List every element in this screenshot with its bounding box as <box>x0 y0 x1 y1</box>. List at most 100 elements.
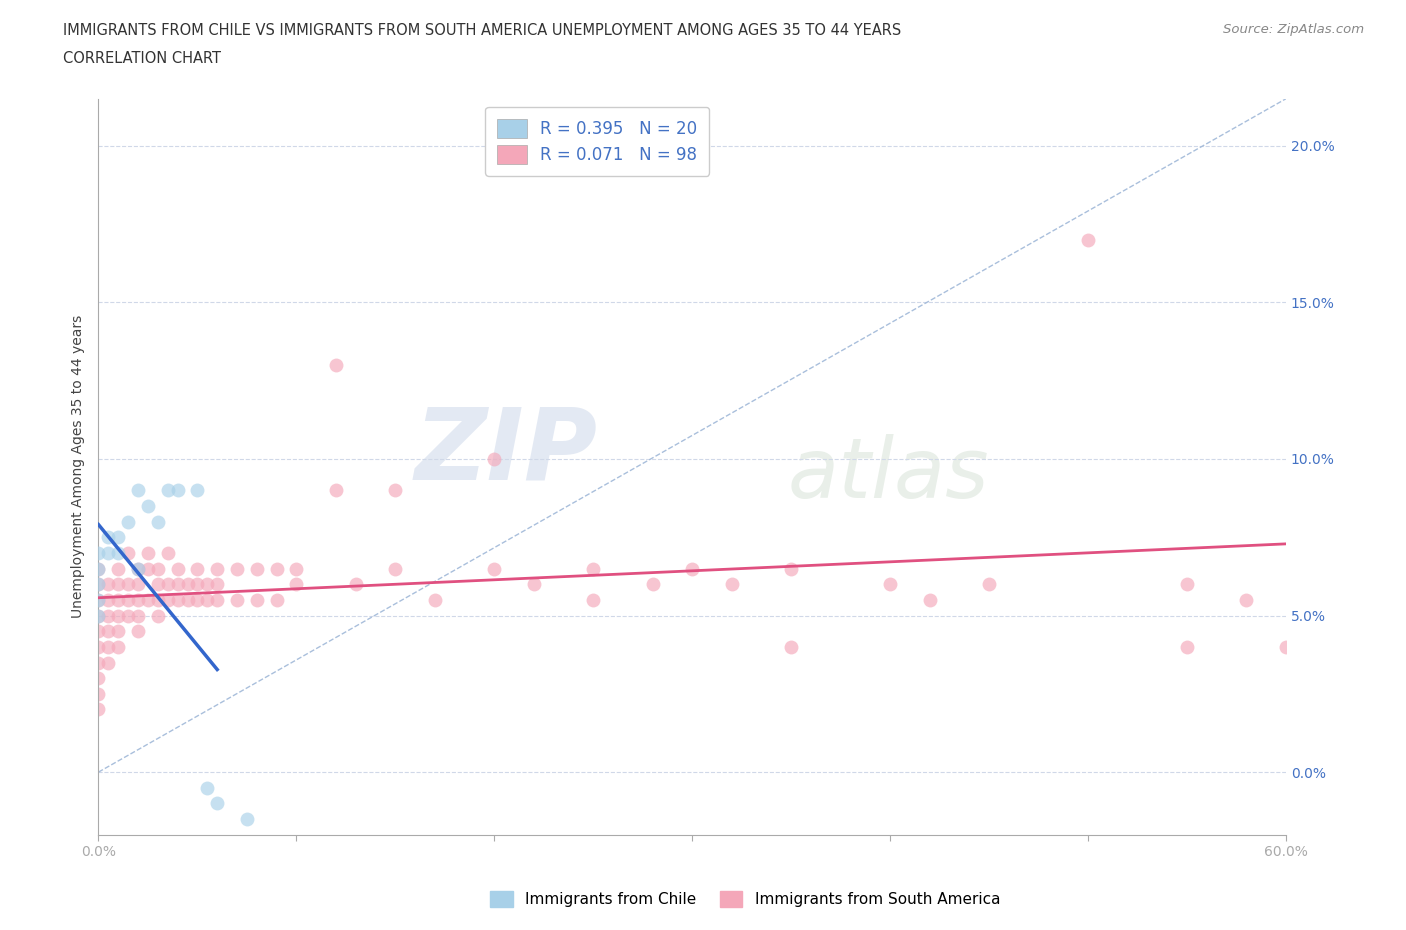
Point <box>136 592 159 607</box>
Point <box>97 592 120 607</box>
Point <box>87 592 110 607</box>
Point <box>918 592 941 607</box>
Point <box>97 640 120 655</box>
Point <box>205 796 228 811</box>
Point <box>523 577 546 591</box>
Point <box>136 561 159 576</box>
Point <box>186 592 208 607</box>
Text: atlas: atlas <box>787 433 988 514</box>
Point <box>87 655 110 670</box>
Point <box>87 671 110 685</box>
Point <box>107 640 129 655</box>
Point <box>107 608 129 623</box>
Point <box>97 655 120 670</box>
Point <box>246 592 269 607</box>
Point <box>176 592 198 607</box>
Point <box>87 624 110 639</box>
Point <box>87 561 110 576</box>
Point <box>205 577 228 591</box>
Point <box>285 577 308 591</box>
Point <box>87 608 110 623</box>
Point <box>325 483 347 498</box>
Point <box>127 561 149 576</box>
Point <box>582 561 605 576</box>
Legend: Immigrants from Chile, Immigrants from South America: Immigrants from Chile, Immigrants from S… <box>484 884 1007 913</box>
Point <box>136 498 159 513</box>
Point <box>166 592 188 607</box>
Point <box>285 561 308 576</box>
Point <box>195 780 218 795</box>
Text: ZIP: ZIP <box>415 404 598 500</box>
Point <box>720 577 742 591</box>
Point <box>87 577 110 591</box>
Point <box>1175 640 1198 655</box>
Point <box>205 592 228 607</box>
Point <box>186 483 208 498</box>
Point <box>146 592 169 607</box>
Point <box>236 812 259 827</box>
Point <box>117 514 139 529</box>
Point <box>87 608 110 623</box>
Point <box>226 561 249 576</box>
Point <box>1077 232 1099 247</box>
Point <box>117 545 139 560</box>
Point <box>117 608 139 623</box>
Point <box>107 561 129 576</box>
Point <box>87 577 110 591</box>
Text: CORRELATION CHART: CORRELATION CHART <box>63 51 221 66</box>
Point <box>146 577 169 591</box>
Point <box>186 561 208 576</box>
Point <box>205 561 228 576</box>
Point <box>127 592 149 607</box>
Point <box>107 530 129 545</box>
Point <box>127 608 149 623</box>
Point <box>344 577 367 591</box>
Point <box>87 561 110 576</box>
Point <box>136 545 159 560</box>
Text: IMMIGRANTS FROM CHILE VS IMMIGRANTS FROM SOUTH AMERICA UNEMPLOYMENT AMONG AGES 3: IMMIGRANTS FROM CHILE VS IMMIGRANTS FROM… <box>63 23 901 38</box>
Point <box>1175 577 1198 591</box>
Point <box>107 577 129 591</box>
Point <box>87 545 110 560</box>
Point <box>195 592 218 607</box>
Point <box>266 592 288 607</box>
Point <box>127 483 149 498</box>
Point <box>107 624 129 639</box>
Point <box>484 451 506 466</box>
Point <box>681 561 703 576</box>
Point <box>156 592 179 607</box>
Point <box>166 561 188 576</box>
Point <box>325 357 347 372</box>
Text: Source: ZipAtlas.com: Source: ZipAtlas.com <box>1223 23 1364 36</box>
Point <box>166 483 188 498</box>
Point <box>97 624 120 639</box>
Point <box>246 561 269 576</box>
Point <box>87 592 110 607</box>
Point <box>780 561 803 576</box>
Point <box>146 514 169 529</box>
Point <box>87 702 110 717</box>
Point <box>97 545 120 560</box>
Point <box>117 577 139 591</box>
Point <box>423 592 446 607</box>
Point <box>127 577 149 591</box>
Point <box>156 577 179 591</box>
Point <box>195 577 218 591</box>
Point <box>176 577 198 591</box>
Point <box>780 640 803 655</box>
Point <box>87 686 110 701</box>
Point <box>582 592 605 607</box>
Point <box>127 624 149 639</box>
Point <box>97 530 120 545</box>
Point <box>979 577 1001 591</box>
Point <box>87 640 110 655</box>
Y-axis label: Unemployment Among Ages 35 to 44 years: Unemployment Among Ages 35 to 44 years <box>72 315 86 618</box>
Point <box>97 608 120 623</box>
Point <box>146 608 169 623</box>
Point <box>107 545 129 560</box>
Point <box>641 577 664 591</box>
Point <box>156 483 179 498</box>
Point <box>146 561 169 576</box>
Point <box>384 483 406 498</box>
Point <box>166 577 188 591</box>
